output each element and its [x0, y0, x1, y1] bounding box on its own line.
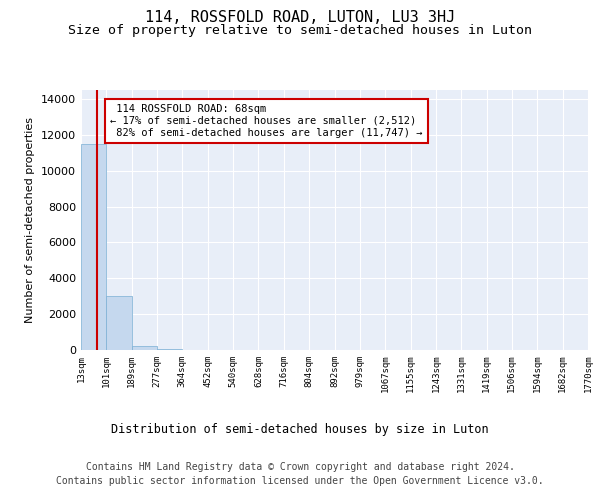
- Bar: [132, 346, 157, 350]
- Text: Contains public sector information licensed under the Open Government Licence v3: Contains public sector information licen…: [56, 476, 544, 486]
- Y-axis label: Number of semi-detached properties: Number of semi-detached properties: [25, 117, 35, 323]
- Text: 114, ROSSFOLD ROAD, LUTON, LU3 3HJ: 114, ROSSFOLD ROAD, LUTON, LU3 3HJ: [145, 10, 455, 25]
- Bar: [81, 144, 106, 350]
- Text: Size of property relative to semi-detached houses in Luton: Size of property relative to semi-detach…: [68, 24, 532, 37]
- Text: Contains HM Land Registry data © Crown copyright and database right 2024.: Contains HM Land Registry data © Crown c…: [86, 462, 514, 472]
- Bar: [106, 296, 132, 350]
- Text: Distribution of semi-detached houses by size in Luton: Distribution of semi-detached houses by …: [111, 422, 489, 436]
- Text: 114 ROSSFOLD ROAD: 68sqm
← 17% of semi-detached houses are smaller (2,512)
 82% : 114 ROSSFOLD ROAD: 68sqm ← 17% of semi-d…: [110, 104, 423, 138]
